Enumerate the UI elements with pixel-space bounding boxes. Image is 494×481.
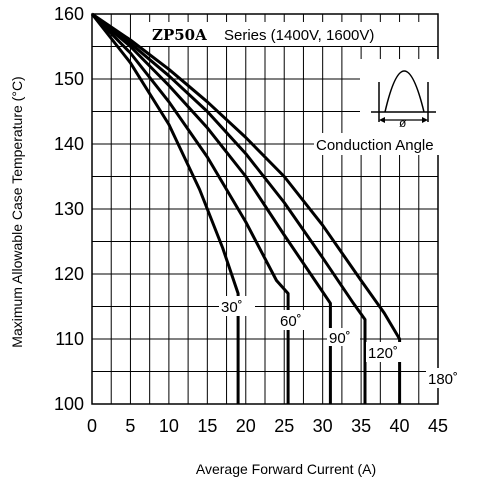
conduction-angle-inset: ø (360, 59, 452, 133)
series-label-90: 90˚ (329, 330, 351, 347)
x-tick-label: 45 (428, 416, 448, 436)
x-tick-label: 5 (125, 416, 135, 436)
y-tick-label: 150 (54, 69, 84, 89)
x-tick-label: 10 (159, 416, 179, 436)
x-tick-label: 25 (274, 416, 294, 436)
y-tick-label: 130 (54, 199, 84, 219)
x-tick-label: 30 (313, 416, 333, 436)
x-tick-label: 20 (236, 416, 256, 436)
series-label-180: 180˚ (428, 371, 458, 388)
series-line-3 (91, 12, 332, 404)
x-tick-label: 35 (351, 416, 371, 436)
series-label-30: 30˚ (221, 299, 243, 316)
x-tick-label: 0 (87, 416, 97, 436)
series-label-60: 60˚ (280, 313, 302, 330)
x-tick-label: 40 (390, 416, 410, 436)
y-axis-title: Maximum Allowable Case Temperature (°C) (9, 76, 25, 347)
y-tick-label: 120 (54, 264, 84, 284)
phi-symbol: ø (399, 116, 407, 130)
series-label-120: 120˚ (368, 345, 398, 362)
title-box (148, 22, 433, 46)
y-tick-label: 140 (54, 134, 84, 154)
y-tick-label: 100 (54, 394, 84, 414)
tick-labels: 0 5 10 15 20 25 30 35 40 45 100 110 120 130 140 150 160 (54, 4, 448, 436)
series-layer (90, 12, 402, 404)
x-axis-title: Average Forward Current (A) (196, 461, 376, 477)
x-tick-label: 15 (197, 416, 217, 436)
series-line-4 (91, 12, 367, 404)
series-line-2 (90, 12, 290, 404)
conduction-angle-label: Conduction Angle (316, 137, 434, 154)
inset-label-box (314, 133, 460, 155)
grid (92, 14, 438, 404)
plot-frame (91, 13, 439, 405)
series-title-voltage: Series (1400V, 1600V) (224, 27, 374, 44)
series-labels: 30˚ 60˚ 90˚ 120˚ 180˚ (219, 296, 470, 388)
series-line-1 (90, 13, 240, 404)
series-title-model: ZP50A (152, 26, 207, 44)
series-line-5 (91, 12, 402, 404)
y-tick-label: 160 (54, 4, 84, 24)
y-tick-label: 110 (55, 329, 84, 349)
